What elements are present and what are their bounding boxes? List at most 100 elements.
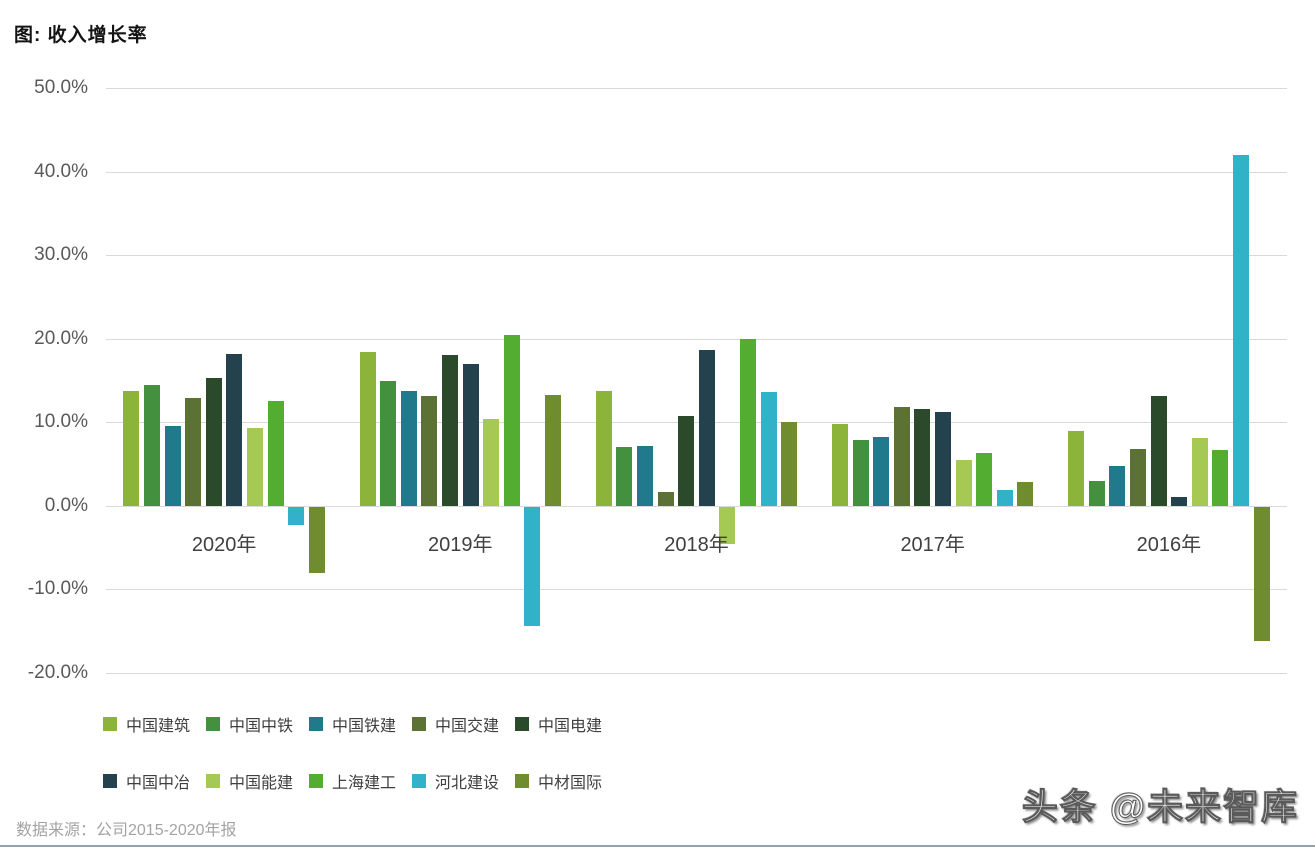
bar	[462, 363, 479, 506]
chart-title: 图: 收入增长率	[14, 25, 148, 46]
bar	[144, 384, 160, 506]
bar	[914, 408, 931, 506]
bar	[185, 398, 202, 506]
y-axis-tick-label: 20.0%	[34, 327, 88, 349]
bar	[421, 396, 438, 506]
bar	[678, 416, 695, 506]
bar	[308, 506, 325, 573]
legend-label: 中国中冶	[126, 775, 191, 792]
bar	[1068, 430, 1085, 506]
legend-swatch	[309, 774, 323, 788]
bar	[380, 380, 397, 506]
bar	[698, 349, 715, 506]
bar	[760, 392, 777, 506]
gridline	[106, 505, 1287, 507]
bar	[123, 391, 140, 506]
bar	[1130, 449, 1146, 506]
y-axis-tick-label: -20.0%	[27, 662, 88, 683]
y-axis-tick-label: 0.0%	[44, 494, 88, 516]
legend-item: 上海建工	[309, 769, 396, 793]
legend-label: 中国交建	[435, 718, 500, 735]
bar	[164, 425, 181, 506]
legend-label: 中国电建	[538, 718, 603, 735]
bar	[226, 353, 243, 506]
legend-swatch	[206, 717, 220, 731]
legend-swatch	[412, 774, 426, 788]
legend-swatch	[206, 774, 220, 788]
gridline	[106, 88, 1287, 89]
bar	[545, 394, 561, 506]
bar	[996, 489, 1013, 506]
bar	[1191, 438, 1208, 506]
y-axis-tick-label: 50.0%	[34, 77, 88, 98]
y-axis-tick-label: 30.0%	[34, 244, 88, 266]
watermark: 头条 @未来智库	[1021, 786, 1299, 828]
bar	[503, 334, 520, 506]
legend-label: 中国能建	[229, 775, 294, 792]
bar	[1088, 480, 1105, 506]
bar	[616, 447, 633, 506]
x-axis-category-label: 2017年	[900, 533, 965, 556]
bar	[955, 459, 972, 506]
legend-item: 中材国际	[515, 769, 602, 793]
source-note: 数据来源：公司2015-2020年报	[16, 822, 237, 839]
legend-label: 中国建筑	[126, 718, 191, 735]
y-axis-tick-label: 10.0%	[34, 411, 88, 433]
bar	[1212, 449, 1229, 506]
bar	[359, 352, 376, 506]
bar	[740, 338, 756, 506]
legend-item: 中国能建	[206, 769, 293, 793]
bar	[719, 506, 736, 544]
legend-swatch	[515, 774, 529, 788]
legend-item: 中国交建	[412, 712, 499, 736]
legend-swatch	[515, 717, 529, 731]
legend-item: 中国铁建	[309, 712, 396, 736]
bar	[1150, 395, 1167, 506]
bar	[1253, 506, 1270, 641]
bar	[595, 390, 612, 506]
bar	[288, 506, 305, 526]
legend-label: 中材国际	[538, 775, 603, 792]
bar	[483, 418, 500, 506]
y-axis-tick-label: -10.0%	[27, 578, 88, 600]
x-axis-category-label: 2019年	[428, 533, 493, 556]
gridline	[106, 673, 1287, 674]
legend-item: 中国中冶	[103, 769, 190, 793]
legend-item: 中国电建	[515, 712, 602, 736]
legend-swatch	[103, 717, 117, 731]
x-axis-category-label: 2020年	[191, 533, 257, 556]
x-axis-category-label: 2016年	[1136, 533, 1202, 556]
legend-swatch	[309, 717, 323, 731]
x-axis-category-label: 2018年	[664, 533, 729, 556]
bar	[247, 428, 263, 506]
gridline	[106, 255, 1287, 257]
bar	[400, 391, 417, 506]
bar	[935, 412, 951, 506]
legend-label: 上海建工	[332, 775, 397, 792]
bar	[267, 401, 284, 506]
gridline	[106, 422, 1287, 424]
bar	[976, 453, 993, 506]
bar	[637, 445, 653, 506]
bar	[852, 439, 869, 506]
legend-label: 河北建设	[435, 775, 500, 792]
bar	[1017, 481, 1034, 506]
bar	[657, 492, 674, 506]
legend-label: 中国中铁	[229, 718, 294, 735]
legend-label: 中国铁建	[332, 718, 397, 735]
legend-item: 中国中铁	[206, 712, 293, 736]
bar	[1233, 154, 1249, 506]
gridline	[106, 338, 1287, 340]
legend-swatch	[412, 717, 426, 731]
y-axis-tick-label: 40.0%	[34, 160, 88, 182]
bar	[524, 506, 541, 627]
bar	[1171, 496, 1188, 506]
legend-swatch	[103, 774, 117, 788]
bar	[205, 377, 222, 506]
legend-row-2: 中国中冶 中国能建 上海建工 河北建设 中材国际	[103, 769, 602, 793]
legend-item: 河北建设	[412, 769, 499, 793]
bar	[1109, 465, 1126, 506]
bar	[893, 407, 910, 506]
bar	[873, 437, 890, 506]
